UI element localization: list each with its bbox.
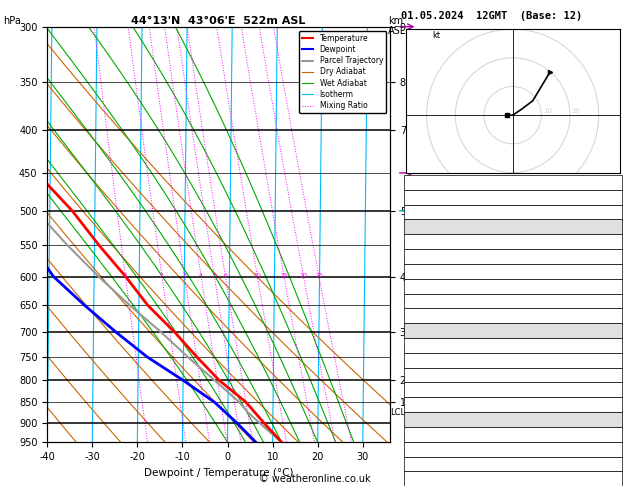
Text: kt: kt	[432, 31, 440, 40]
Text: 318: 318	[600, 355, 618, 365]
Text: LCL: LCL	[390, 408, 405, 417]
Text: 700: 700	[600, 340, 618, 350]
Text: Lifted Index: Lifted Index	[409, 370, 466, 380]
Text: K: K	[409, 177, 415, 188]
Text: StmDir: StmDir	[409, 459, 443, 469]
Text: Pressure (mb): Pressure (mb)	[409, 340, 477, 350]
Text: 0: 0	[612, 399, 618, 410]
Text: 262°: 262°	[595, 459, 618, 469]
Text: CAPE (J): CAPE (J)	[409, 385, 448, 395]
Text: km
ASL: km ASL	[388, 16, 406, 36]
Text: 0: 0	[612, 385, 618, 395]
Text: 40: 40	[606, 192, 618, 202]
Text: hPa: hPa	[3, 16, 21, 26]
Text: Dewp (°C): Dewp (°C)	[409, 251, 459, 261]
Text: 8: 8	[612, 281, 618, 291]
Text: Totals Totals: Totals Totals	[409, 192, 468, 202]
Text: 3: 3	[182, 274, 187, 278]
Text: Lifted Index: Lifted Index	[409, 281, 466, 291]
Text: 1.88: 1.88	[597, 207, 618, 217]
Text: EH: EH	[409, 429, 422, 439]
Text: 6: 6	[223, 274, 227, 278]
Text: 0: 0	[612, 296, 618, 306]
Legend: Temperature, Dewpoint, Parcel Trajectory, Dry Adiabat, Wet Adiabat, Isotherm, Mi: Temperature, Dewpoint, Parcel Trajectory…	[299, 31, 386, 113]
Text: 01.05.2024  12GMT  (Base: 12): 01.05.2024 12GMT (Base: 12)	[401, 11, 582, 21]
Text: 4: 4	[199, 274, 203, 278]
Text: SREH: SREH	[409, 444, 435, 454]
Text: θᵉ(K): θᵉ(K)	[409, 266, 433, 277]
Text: θᵉ (K): θᵉ (K)	[409, 355, 436, 365]
Text: 20: 20	[571, 108, 581, 114]
Text: PW (cm): PW (cm)	[409, 207, 450, 217]
Text: CIN (J): CIN (J)	[409, 399, 440, 410]
Text: 0: 0	[612, 311, 618, 321]
Text: © weatheronline.co.uk: © weatheronline.co.uk	[259, 473, 370, 484]
Text: Hodograph: Hodograph	[482, 415, 543, 425]
Text: 16: 16	[606, 177, 618, 188]
Text: Surface: Surface	[492, 222, 534, 232]
Text: 91: 91	[606, 444, 618, 454]
Text: 9: 9	[612, 474, 618, 484]
Text: 80: 80	[606, 429, 618, 439]
Text: 1: 1	[123, 274, 128, 278]
Text: 20: 20	[299, 274, 308, 278]
Text: 12: 12	[606, 237, 618, 247]
Text: CIN (J): CIN (J)	[409, 311, 440, 321]
Text: 2: 2	[160, 274, 164, 278]
Text: 10: 10	[543, 108, 552, 114]
Text: Most Unstable: Most Unstable	[474, 326, 552, 336]
X-axis label: Dewpoint / Temperature (°C): Dewpoint / Temperature (°C)	[144, 468, 293, 478]
Text: 5: 5	[213, 274, 216, 278]
Text: 1: 1	[612, 370, 618, 380]
Text: Temp (°C): Temp (°C)	[409, 237, 457, 247]
Text: 44°13'N  43°06'E  522m ASL: 44°13'N 43°06'E 522m ASL	[131, 16, 306, 26]
Text: 6.3: 6.3	[603, 251, 618, 261]
Text: 25: 25	[315, 274, 323, 278]
Text: 15: 15	[280, 274, 288, 278]
Text: CAPE (J): CAPE (J)	[409, 296, 448, 306]
Text: StmSpd (kt): StmSpd (kt)	[409, 474, 467, 484]
Text: 10: 10	[253, 274, 261, 278]
Text: 306: 306	[600, 266, 618, 277]
